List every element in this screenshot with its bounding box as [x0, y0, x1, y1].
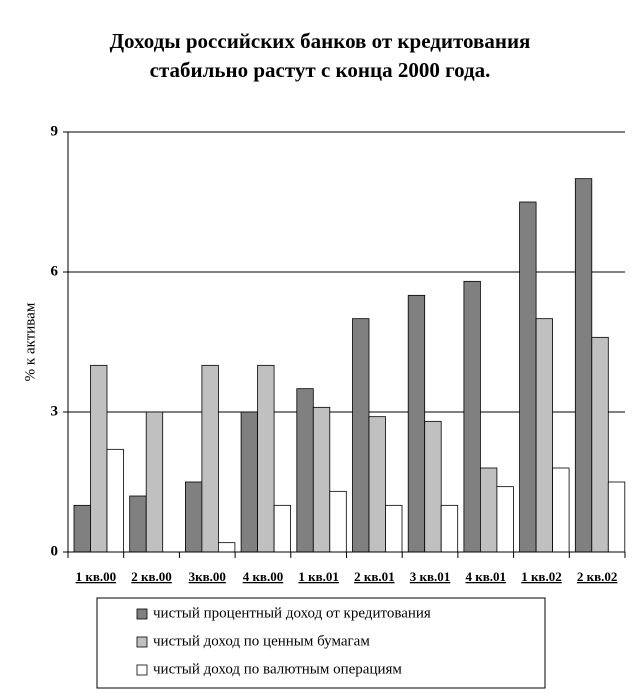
bar	[184, 481, 203, 553]
bar	[240, 411, 259, 553]
bar	[552, 467, 570, 553]
bar	[201, 364, 219, 553]
bar	[145, 411, 164, 553]
bar	[368, 416, 386, 553]
legend-box	[96, 597, 546, 689]
y-tick-label: 6	[51, 263, 59, 279]
bar	[352, 318, 370, 553]
bar	[407, 294, 426, 553]
chart-subtitle: стабильно растут с конца 2000 года.	[150, 58, 491, 82]
legend-swatch	[136, 636, 148, 648]
bar	[312, 406, 331, 553]
bar	[273, 504, 292, 553]
bar	[496, 486, 514, 553]
legend-swatch	[136, 664, 148, 676]
bar	[463, 280, 481, 553]
bar	[257, 364, 275, 553]
bar	[479, 467, 498, 553]
bar	[329, 490, 347, 553]
bar	[519, 201, 537, 553]
legend-label: чистый процентный доход от кредитования	[153, 605, 431, 621]
x-tick-label: 1 кв.02	[521, 569, 562, 584]
bar	[129, 495, 147, 553]
bar	[574, 178, 593, 553]
bar	[591, 336, 609, 553]
x-tick-label: 2 кв.01	[354, 569, 395, 584]
bar	[296, 388, 314, 553]
legend-swatch	[136, 608, 148, 620]
x-tick-label: 2 кв.00	[131, 569, 172, 584]
bar	[607, 481, 626, 553]
bar	[90, 364, 108, 553]
y-tick-label: 0	[51, 543, 59, 559]
bar	[440, 504, 459, 553]
y-tick-label: 9	[51, 123, 59, 139]
x-tick-label: 2 кв.02	[577, 569, 618, 584]
x-tick-label: 3 кв.01	[410, 569, 451, 584]
legend-label: чистый доход по валютным операциям	[153, 661, 402, 677]
bar	[385, 504, 403, 553]
bar	[106, 448, 124, 553]
bar	[535, 318, 553, 553]
y-tick-label: 3	[51, 403, 59, 419]
x-tick-label: 3кв.00	[189, 569, 226, 584]
x-tick-label: 4 кв.01	[465, 569, 506, 584]
x-tick-label: 4 кв.00	[243, 569, 284, 584]
chart-title: Доходы российских банков от кредитования	[110, 29, 531, 53]
bar	[217, 542, 236, 553]
x-tick-label: 1 кв.01	[298, 569, 339, 584]
y-axis-label: % к активам	[22, 302, 38, 381]
x-tick-label: 1 кв.00	[76, 569, 117, 584]
legend-label: чистый доход по ценным бумагам	[153, 633, 370, 649]
bar	[73, 504, 91, 553]
bar	[424, 420, 442, 553]
